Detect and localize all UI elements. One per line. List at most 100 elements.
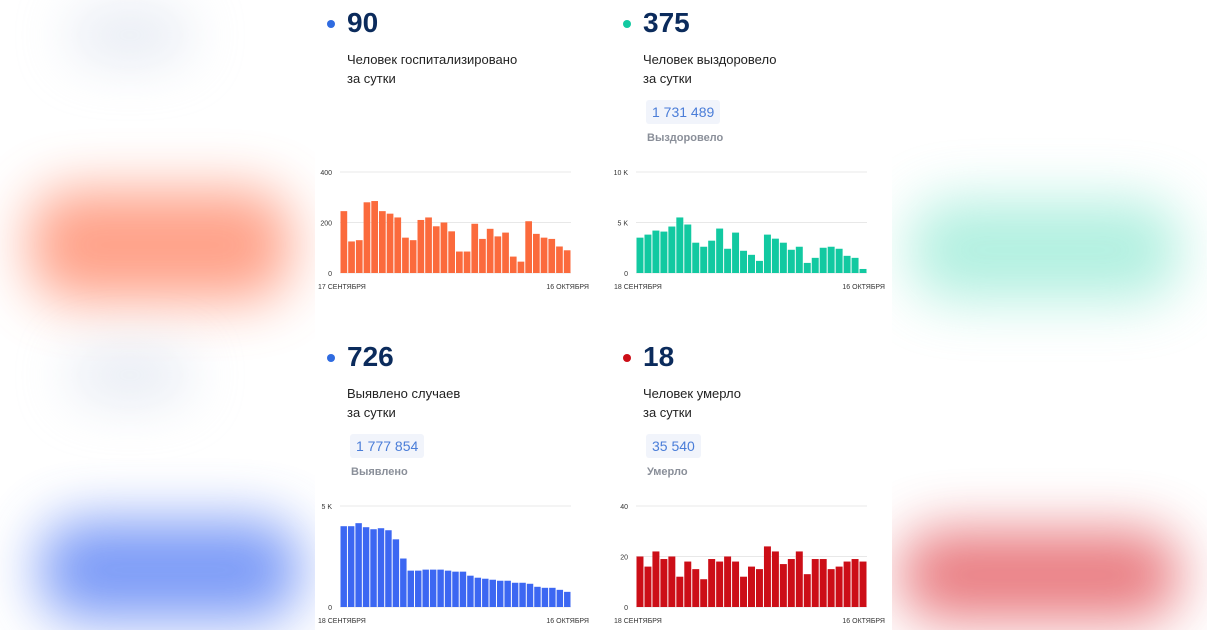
x-start-label: 17 СЕНТЯБРЯ [318, 284, 366, 291]
bar [644, 234, 652, 273]
bar [771, 238, 779, 273]
bar [425, 217, 432, 273]
bar [509, 256, 517, 273]
bar [371, 201, 378, 273]
x-start-label: 18 СЕНТЯБРЯ [614, 618, 662, 625]
bar [563, 250, 571, 274]
hospitalized-value: 90 [347, 7, 379, 38]
hospitalized-chart: 0 200 400 17 СЕНТЯБРЯ 16 ОКТЯБРЯ [318, 170, 589, 291]
bar [479, 238, 486, 273]
bar [748, 566, 755, 607]
y-tick-label: 5 K [617, 221, 628, 228]
y-tick-label: 10 K [614, 170, 629, 177]
cases-value: 726 [347, 341, 394, 372]
bar [377, 528, 385, 607]
y-tick-label: 20 [620, 555, 628, 562]
bar [636, 237, 644, 273]
blur-blob [910, 200, 1180, 300]
y-tick-label: 400 [320, 170, 332, 177]
cases-description: Выявлено случаев за сутки [347, 386, 461, 420]
bar [519, 582, 526, 607]
bar [540, 237, 548, 273]
bar [407, 570, 415, 607]
bar [556, 246, 563, 273]
cases-chart: 0 5 K 18 СЕНТЯБРЯ 16 ОКТЯБРЯ [318, 504, 589, 625]
bar [748, 254, 755, 273]
deaths-total: 35 540 [646, 434, 701, 458]
bar [716, 561, 724, 607]
bar [732, 232, 740, 273]
bar [771, 551, 779, 607]
bar [732, 561, 740, 607]
recovered-card: 375 Человек выздоровело за сутки 1 731 4… [611, 0, 899, 315]
bar [763, 546, 771, 607]
bar [787, 249, 795, 273]
stats-panel: 90 Человек госпитализировано за сутки 0 2… [315, 0, 892, 630]
bar [724, 556, 732, 607]
bar [684, 224, 692, 273]
deaths-chart: 0 20 40 18 СЕНТЯБРЯ 16 ОКТЯБРЯ [614, 504, 885, 625]
bar [463, 251, 471, 273]
cases-total: 1 777 854 [350, 434, 425, 458]
deaths-total-label: Умерло [647, 466, 688, 478]
bar [636, 556, 644, 607]
bar [526, 583, 534, 607]
bar [504, 580, 511, 607]
bar [400, 558, 407, 607]
bar [340, 211, 348, 273]
bar [348, 241, 355, 273]
bar [835, 248, 843, 273]
bar [432, 226, 440, 273]
bar [489, 579, 496, 607]
bar [511, 582, 519, 607]
bar [444, 570, 452, 607]
bar [819, 559, 827, 607]
bar [392, 539, 400, 607]
bar [437, 569, 444, 607]
y-tick-label: 0 [624, 605, 628, 612]
bar [763, 234, 771, 273]
bar [548, 238, 556, 273]
y-tick-label: 0 [328, 605, 332, 612]
y-tick-label: 5 K [321, 504, 332, 511]
y-tick-label: 0 [328, 271, 332, 278]
bar [549, 587, 556, 607]
bullet-dot [327, 20, 335, 28]
x-end-label: 16 ОКТЯБРЯ [546, 618, 589, 625]
bar [429, 569, 437, 607]
bar [452, 571, 459, 607]
blur-blob [40, 520, 300, 620]
bar [755, 260, 763, 273]
bullet-dot [327, 354, 335, 362]
bar [740, 250, 748, 273]
bar [676, 576, 684, 607]
recovered-total: 1 731 489 [646, 100, 721, 124]
bar [394, 217, 402, 273]
bar [415, 570, 422, 607]
bar [843, 561, 851, 607]
bar [827, 246, 835, 273]
bar [811, 559, 819, 607]
bar [795, 246, 803, 273]
blur-blob [70, 10, 190, 60]
bar [668, 226, 676, 273]
cases-card: 726 Выявлено случаев за сутки 1 777 854 … [315, 334, 603, 630]
bar [534, 586, 541, 607]
recovered-total-label: Выздоровело [647, 132, 724, 144]
bar [556, 589, 564, 607]
hospitalized-description: Человек госпитализировано за сутки [347, 52, 518, 86]
bar [564, 591, 571, 607]
bar [795, 551, 803, 607]
bar [835, 566, 843, 607]
bar [700, 579, 708, 607]
bar [716, 228, 724, 273]
y-tick-label: 0 [624, 271, 628, 278]
bar [660, 559, 668, 607]
bar [362, 527, 370, 607]
deaths-value: 18 [643, 341, 675, 372]
bar [459, 571, 467, 607]
bar [660, 231, 668, 273]
bar [843, 255, 851, 273]
bar [502, 232, 509, 273]
